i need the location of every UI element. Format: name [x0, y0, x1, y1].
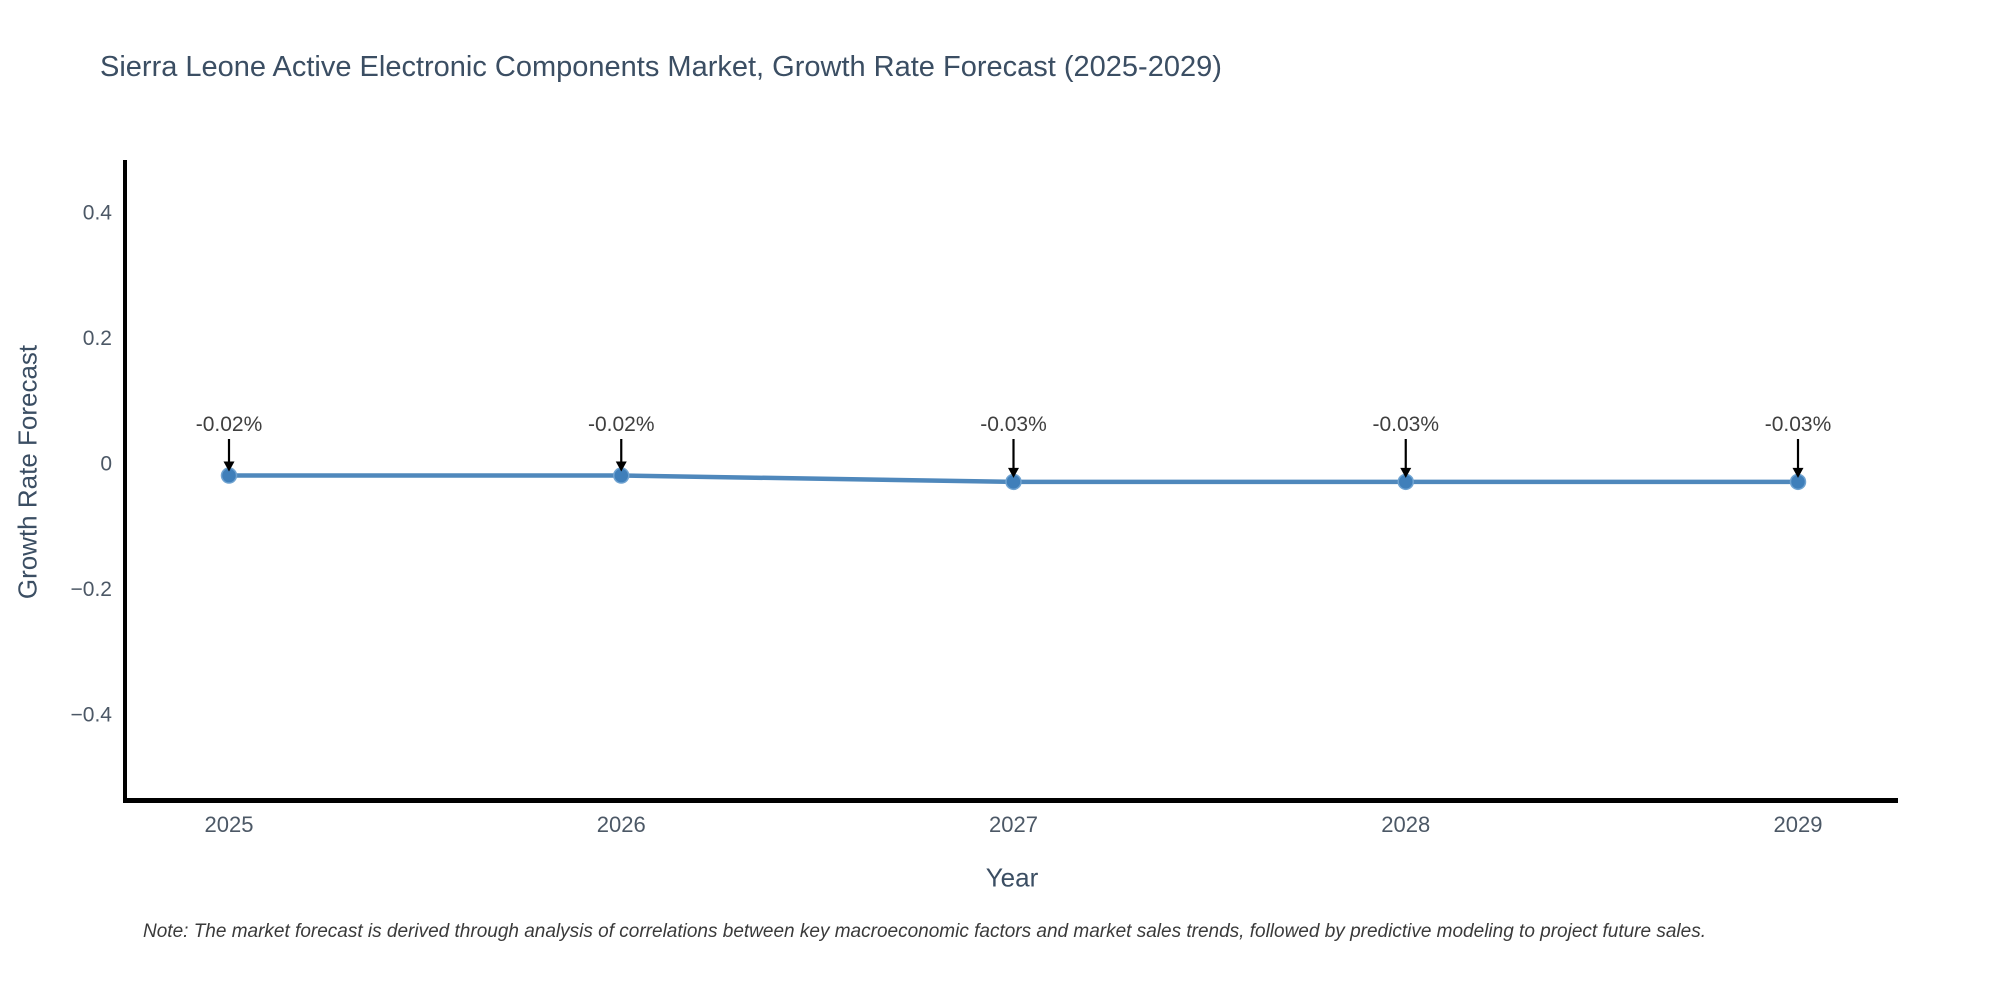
y-axis-title: Growth Rate Forecast	[12, 344, 43, 600]
annotation-arrowhead	[1792, 467, 1804, 478]
annotation-label: -0.03%	[980, 413, 1047, 436]
y-tick-label: −0.4	[71, 704, 113, 727]
y-tick-label: 0.2	[83, 327, 112, 350]
annotation-arrowhead	[615, 461, 627, 472]
annotation-label: -0.03%	[1765, 413, 1832, 436]
y-tick-label: 0	[100, 453, 112, 476]
footnote: Note: The market forecast is derived thr…	[143, 921, 1706, 942]
x-tick-label: 2025	[205, 812, 254, 837]
annotation-arrowhead	[223, 461, 235, 472]
annotation-label: -0.02%	[588, 413, 655, 436]
annotation-label: -0.02%	[196, 413, 263, 436]
y-tick-label: 0.4	[83, 202, 113, 225]
annotation-arrowhead	[1008, 467, 1019, 478]
annotation-arrowhead	[1400, 467, 1412, 478]
annotation-label: -0.03%	[1372, 413, 1439, 436]
x-tick-label: 2027	[989, 812, 1038, 837]
y-tick-label: −0.2	[71, 578, 112, 601]
x-tick-label: 2028	[1381, 812, 1430, 837]
x-tick-label: 2026	[597, 812, 646, 837]
chart-title: Sierra Leone Active Electronic Component…	[100, 51, 1222, 83]
x-axis-title: Year	[985, 862, 1039, 893]
x-tick-label: 2029	[1774, 812, 1823, 837]
